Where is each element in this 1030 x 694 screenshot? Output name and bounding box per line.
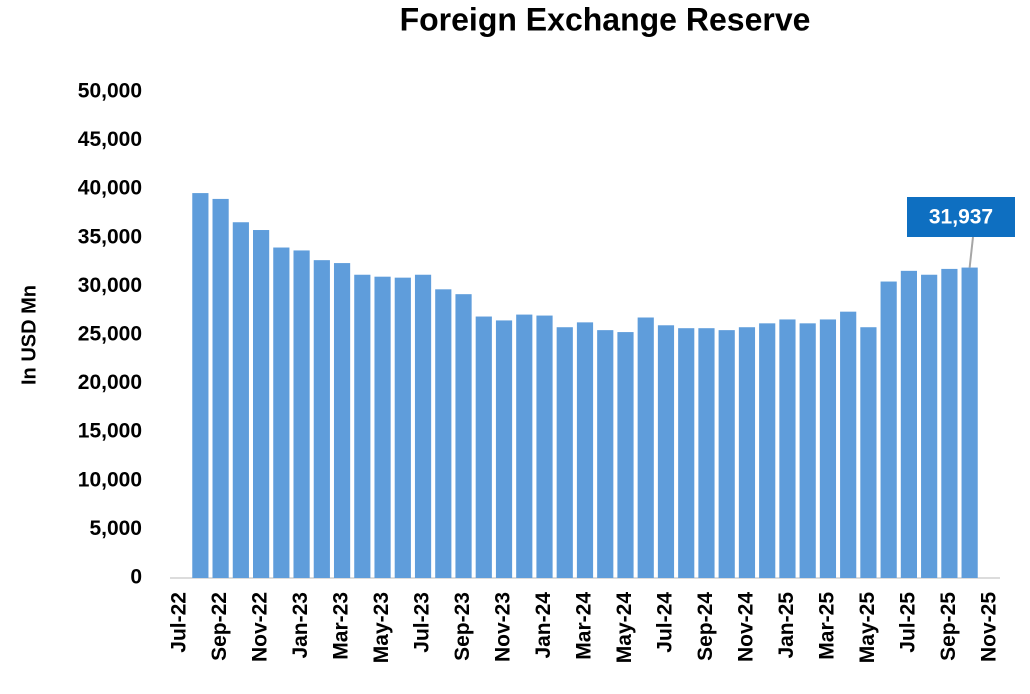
x-tick-label: Jan-24 — [532, 592, 555, 659]
bar — [617, 332, 634, 578]
bar — [637, 317, 654, 578]
bar — [293, 250, 310, 578]
bar — [900, 270, 917, 578]
bar — [678, 328, 695, 578]
bar — [941, 268, 958, 578]
bar — [657, 325, 675, 578]
bar — [495, 320, 513, 578]
bar — [860, 327, 877, 578]
y-tick-label: 0 — [130, 566, 142, 589]
x-tick-label: Nov-25 — [977, 592, 1000, 662]
y-tick-label: 20,000 — [78, 371, 142, 394]
bar — [880, 281, 897, 578]
bar — [759, 323, 776, 578]
bar — [536, 315, 553, 578]
y-tick-label: 5,000 — [89, 517, 142, 540]
x-tick-label: May-23 — [370, 592, 393, 663]
data-label: 31,937 — [929, 206, 993, 229]
x-tick-label: Mar-23 — [330, 592, 353, 660]
bar — [354, 274, 371, 578]
bar — [374, 276, 391, 578]
bar — [273, 247, 290, 578]
bar — [556, 327, 573, 578]
y-tick-label: 45,000 — [78, 128, 142, 151]
x-tick-label: Mar-24 — [573, 592, 596, 660]
bar — [597, 330, 614, 578]
bar — [192, 193, 209, 578]
x-tick-label: Sep-22 — [208, 592, 231, 661]
bar — [961, 267, 978, 578]
data-label-box — [907, 197, 1015, 237]
x-tick-label: Nov-23 — [492, 592, 515, 662]
y-tick-label: 50,000 — [78, 80, 142, 103]
y-axis-label: In USD Mn — [18, 285, 40, 385]
bar — [232, 222, 249, 579]
bar — [921, 274, 938, 578]
x-tick-label: May-25 — [856, 592, 879, 664]
x-tick-label: Jul-23 — [411, 592, 434, 653]
x-tick-label: Nov-22 — [249, 592, 272, 662]
x-tick-label: Jul-25 — [896, 592, 919, 653]
y-tick-label: 15,000 — [78, 420, 142, 443]
bar — [212, 198, 229, 579]
bar — [253, 230, 270, 579]
bar — [475, 316, 492, 578]
y-tick-label: 40,000 — [78, 177, 142, 200]
bar — [333, 263, 351, 578]
bar — [394, 277, 411, 578]
x-tick-label: Jul-24 — [654, 592, 677, 653]
bar — [414, 274, 432, 578]
y-tick-label: 30,000 — [78, 274, 142, 297]
bar — [718, 330, 735, 578]
bar — [779, 319, 796, 578]
x-tick-label: Sep-25 — [937, 592, 960, 661]
x-tick-label: Sep-23 — [451, 592, 474, 661]
x-tick-label: Mar-25 — [815, 592, 838, 660]
bar — [313, 260, 330, 578]
y-tick-label: 10,000 — [78, 468, 142, 491]
bar — [435, 289, 452, 578]
bar — [819, 319, 837, 578]
y-tick-label: 25,000 — [78, 323, 142, 346]
y-tick-label: 35,000 — [78, 225, 142, 248]
x-tick-label: Sep-24 — [694, 592, 717, 661]
chart-title: Foreign Exchange Reserve — [400, 1, 811, 37]
bar — [516, 314, 533, 578]
x-tick-label: May-24 — [613, 592, 636, 664]
bar — [738, 327, 756, 578]
bar — [840, 311, 857, 578]
x-tick-label: Nov-24 — [734, 592, 757, 662]
bar — [799, 323, 816, 578]
x-tick-label: Jan-25 — [775, 592, 798, 659]
label-leader — [968, 236, 974, 268]
x-tick-label: Jan-23 — [289, 592, 312, 659]
bar — [455, 294, 472, 578]
x-tick-label: Jul-22 — [168, 592, 191, 653]
bar — [698, 328, 715, 578]
bar — [576, 322, 594, 578]
